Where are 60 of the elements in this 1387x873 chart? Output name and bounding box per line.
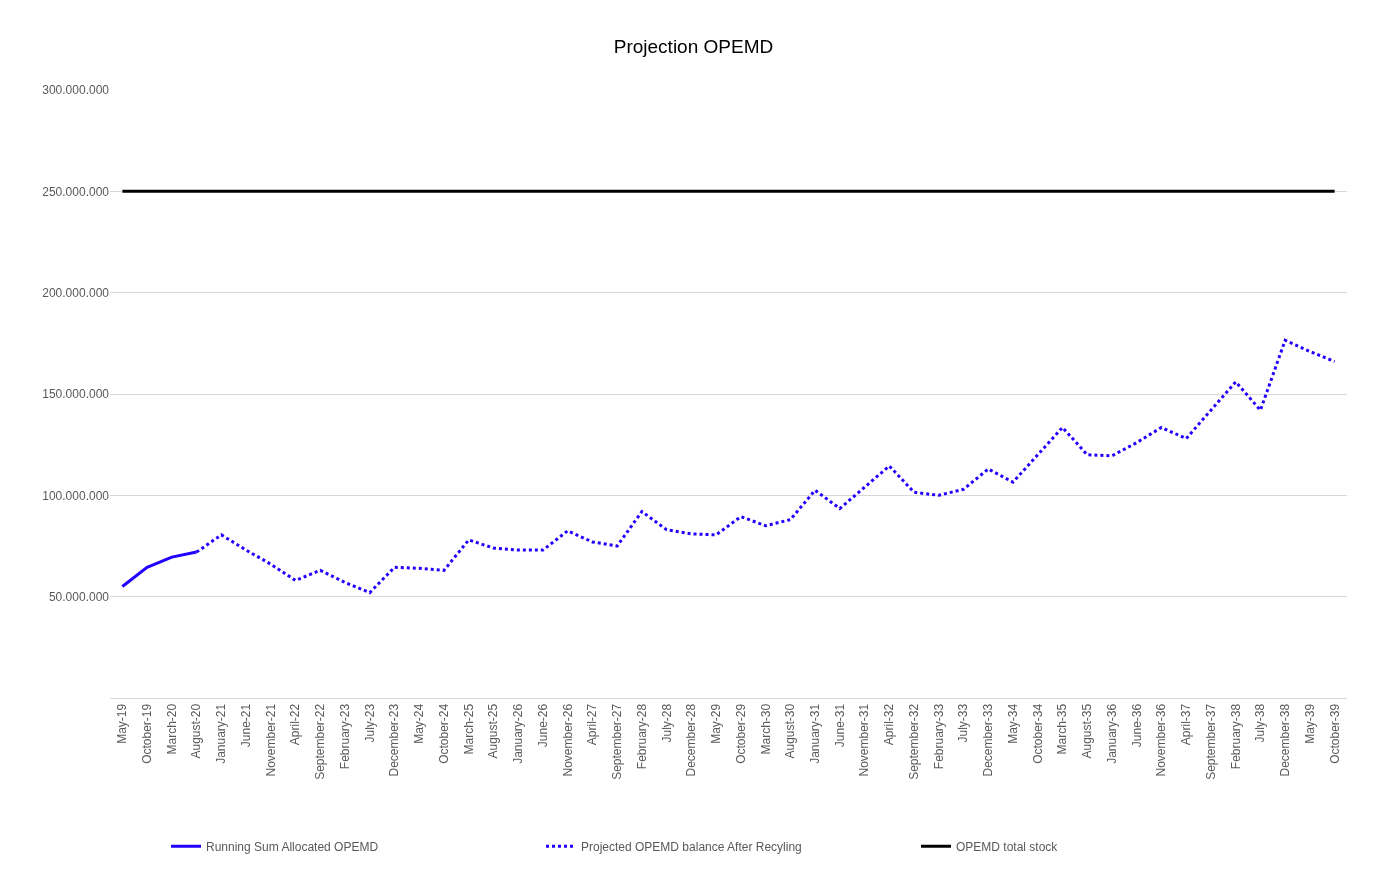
x-tick-label: April-22 [288, 703, 303, 746]
legend-label: Running Sum Allocated OPEMD [206, 839, 379, 854]
x-tick-label: May-19 [115, 703, 130, 744]
x-tick-label: November-36 [1154, 703, 1169, 777]
x-tick-label: January-36 [1104, 703, 1119, 764]
y-tick-label: 300.000.000 [42, 83, 110, 98]
x-tick-label: June-31 [832, 703, 847, 748]
x-tick-label: August-30 [783, 703, 798, 759]
x-tick-label: September-27 [610, 703, 625, 780]
x-tick-label: November-31 [857, 703, 872, 777]
x-tick-label: November-26 [560, 703, 575, 777]
x-tick-label: July-23 [362, 703, 377, 743]
legend-label: Projected OPEMD balance After Recyling [581, 839, 802, 854]
x-tick-label: February-23 [337, 703, 352, 770]
x-tick-label: April-27 [585, 703, 600, 746]
x-tick-label: May-24 [412, 703, 427, 744]
y-tick-label: 150.000.000 [42, 387, 110, 402]
x-tick-label: May-34 [1005, 703, 1020, 744]
x-tick-label: October-19 [140, 703, 155, 764]
x-tick-label: September-22 [313, 703, 328, 780]
x-tick-label: February-33 [931, 703, 946, 770]
x-tick-label: February-28 [634, 703, 649, 770]
y-tick-label: 50.000.000 [48, 589, 110, 604]
x-tick-label: May-39 [1302, 703, 1317, 744]
legend-label: OPEMD total stock [956, 839, 1059, 854]
x-tick-label: October-39 [1327, 703, 1342, 764]
x-tick-label: August-20 [189, 703, 204, 759]
x-tick-label: October-29 [733, 703, 748, 764]
x-tick-label: December-38 [1278, 703, 1293, 777]
x-tick-label: August-35 [1080, 703, 1095, 759]
y-tick-label: 200.000.000 [42, 285, 110, 300]
x-tick-label: April-32 [882, 703, 897, 746]
x-tick-label: December-28 [684, 703, 699, 777]
x-tick-label: September-32 [906, 703, 921, 780]
x-tick-label: July-38 [1253, 703, 1268, 743]
x-tick-label: March-25 [461, 703, 476, 755]
x-tick-label: August-25 [486, 703, 501, 759]
x-tick-label: May-29 [709, 703, 724, 744]
x-tick-label: June-21 [238, 703, 253, 748]
x-tick-label: October-34 [1030, 703, 1045, 764]
x-tick-label: January-21 [214, 703, 229, 764]
x-tick-label: June-36 [1129, 703, 1144, 748]
x-tick-label: April-37 [1179, 703, 1194, 746]
x-tick-label: January-31 [807, 703, 822, 764]
x-tick-label: December-23 [387, 703, 402, 777]
x-tick-label: March-35 [1055, 703, 1070, 755]
chart-title: Projection OPEMD [613, 35, 774, 57]
x-tick-label: March-20 [164, 703, 179, 755]
y-tick-label: 250.000.000 [42, 184, 110, 199]
x-tick-label: October-24 [436, 703, 451, 764]
x-tick-label: December-33 [981, 703, 996, 777]
x-tick-label: July-33 [956, 703, 971, 743]
x-tick-label: January-26 [511, 703, 526, 764]
x-tick-label: November-21 [263, 703, 278, 777]
x-tick-label: February-38 [1228, 703, 1243, 770]
x-tick-label: June-26 [535, 703, 550, 748]
y-tick-label: 100.000.000 [42, 488, 110, 503]
x-tick-label: March-30 [758, 703, 773, 755]
x-tick-label: July-28 [659, 703, 674, 743]
x-tick-label: September-37 [1203, 703, 1218, 780]
